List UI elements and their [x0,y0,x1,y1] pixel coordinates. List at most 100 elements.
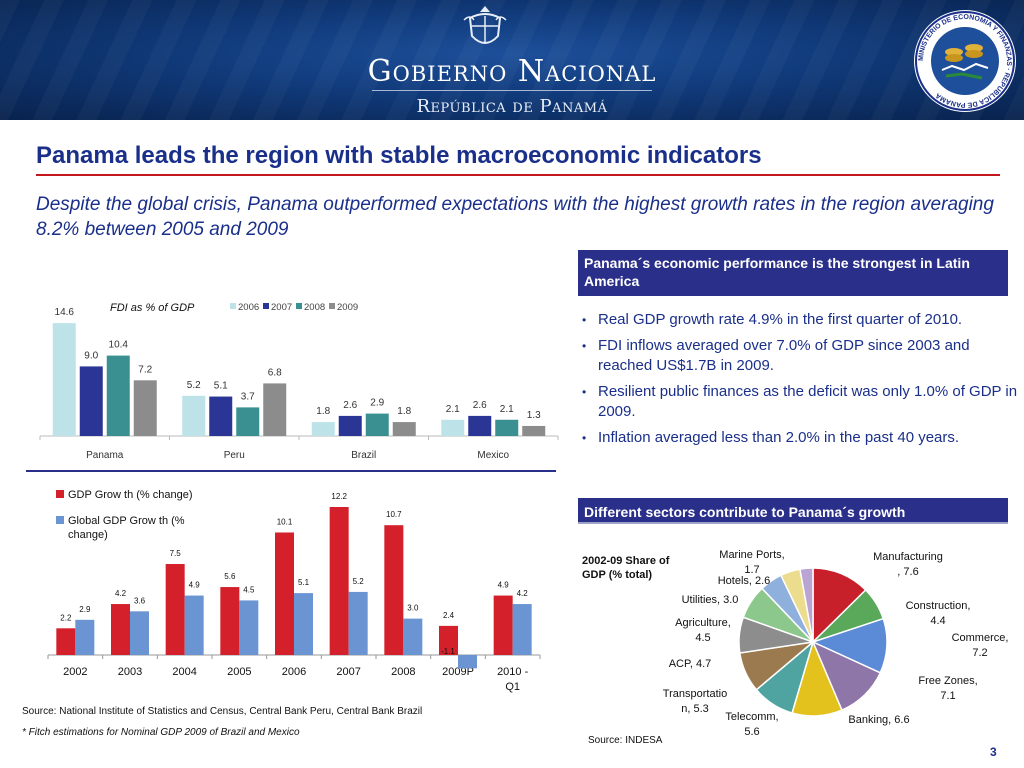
performance-bullets: Real GDP growth rate 4.9% in the first q… [578,310,1024,454]
gdp-bar-2002-series-0 [56,628,76,655]
gdp-bar-2008-series-0 [384,525,404,655]
bullet-fdi-inflows: FDI inflows averaged over 7.0% of GDP si… [578,336,1024,376]
fdi-value-label: 1.3 [527,410,541,421]
fdi-bar-brazil-2009 [392,422,416,436]
fdi-bar-brazil-2007 [338,415,362,436]
source-left: Source: National Institute of Statistics… [22,706,423,717]
bullet-public-finances: Resilient public finances as the deficit… [578,382,1024,422]
gdp-share-pie-chart: 2002-09 Share of GDP (% total) Manufacturi… [582,549,1009,735]
fdi-bar-peru-2008 [236,407,260,436]
gdp-value-label: 4.5 [243,585,255,594]
gdp-value-label: 4.2 [517,589,529,598]
pie-label-transportation: Transportatio n, 5.3 [663,688,727,715]
legend-swatch-series-1 [56,516,64,524]
header-banner: Gobierno Nacional República de Panamá MI… [0,0,1024,120]
fdi-value-label: 2.1 [500,404,514,415]
gdp-value-label: 12.2 [331,492,347,501]
fdi-chart-title: FDI as % of GDP [110,302,195,314]
gdp-category-2008: 2008 [391,666,415,678]
gdp-bar-2010-q1-series-1 [512,604,532,655]
fdi-value-label: 9.0 [84,350,98,361]
gdp-value-label: 4.9 [498,581,510,590]
fdi-value-label: 10.4 [109,340,129,351]
gdp-bar-2002-series-1 [75,619,95,655]
pie-label-construction: Construction, 4.4 [906,600,971,627]
legend-label-2008: 2008 [304,302,325,313]
fdi-value-label: 14.6 [55,307,75,318]
fdi-value-label: 2.1 [446,404,460,415]
gdp-bar-2003-series-0 [111,604,130,655]
pie-label-telecomm: Telecomm, 5.6 [725,711,778,735]
fdi-bar-mexico-2007 [468,415,492,436]
gdp-category-2007: 2007 [336,666,360,678]
gdp-bar-2009p-series-1 [458,655,477,669]
legend-label-global-gdp-growth: Global GDP Grow th (% change) [68,515,185,541]
gdp-category-2002: 2002 [63,666,87,678]
fdi-value-label: 5.2 [187,380,201,391]
fdi-chart: FDI as % of GDP 2006 2007 2008 2009 Panama 14.… [39,302,559,461]
gdp-value-label: 7.5 [170,549,182,558]
pie-slice-manufacturing [812,567,867,644]
fdi-bar-brazil-2006 [311,422,335,436]
pie-label-commerce: Commerce, 7.2 [952,632,1009,659]
source-right: Source: INDESA [588,735,663,746]
gdp-bar-2006-series-0 [275,532,294,655]
legend-swatch-2008 [296,303,302,309]
page-subtitle: Despite the global crisis, Panama outper… [36,194,994,240]
gdp-bar-2004-series-1 [184,595,204,655]
title-divider [36,174,1000,176]
gdp-value-label: -1.1 [441,647,455,656]
fdi-category-brazil: Brazil [351,450,376,461]
fdi-bar-peru-2007 [209,396,233,436]
header-divider [372,90,652,91]
pie-label-banking: Banking, 6.6 [848,714,909,726]
pie-label-agriculture: Agriculture, 4.5 [675,617,731,644]
gdp-bar-2009p-series-0 [439,625,458,655]
gdp-bar-2006-series-1 [294,593,313,655]
gdp-value-label: 4.2 [115,589,127,598]
coat-of-arms-icon [463,6,507,44]
gdp-bar-2007-series-1 [348,591,368,655]
bullet-gdp-growth: Real GDP growth rate 4.9% in the first q… [578,310,1024,330]
government-subtitle: República de Panamá [416,96,608,117]
gdp-value-label: 10.7 [386,510,402,519]
fdi-value-label: 2.6 [343,400,357,411]
pie-label-utilities: Utilities, 3.0 [682,594,739,606]
gdp-value-label: 5.2 [353,577,365,586]
gdp-bar-2010-q1-series-0 [493,595,513,655]
gdp-value-label: 4.9 [189,581,201,590]
fdi-value-label: 6.8 [268,367,282,378]
fdi-value-label: 7.2 [138,364,152,375]
gdp-value-label: 3.6 [134,596,146,605]
gdp-category-2004: 2004 [172,666,196,678]
pie-label-free-zones: Free Zones, 7.1 [918,675,977,702]
gdp-value-label: 5.1 [298,578,310,587]
government-title: Gobierno Nacional [367,54,657,89]
fdi-category-mexico: Mexico [477,450,509,461]
fdi-category-peru: Peru [224,450,245,461]
legend-swatch-series-0 [56,490,64,498]
fdi-category-panama: Panama [86,450,124,461]
fdi-value-label: 3.7 [241,391,255,402]
pie-label-marine-ports: Marine Ports, 1.7 [719,549,784,576]
fdi-bar-peru-2006 [182,395,206,436]
chart-divider [26,470,556,472]
fdi-bar-mexico-2006 [441,419,465,436]
fdi-value-label: 1.8 [397,406,411,417]
bullet-inflation: Inflation averaged less than 2.0% in the… [578,428,1024,448]
pie-label-hotels: Hotels, 2.6 [718,575,771,587]
fdi-bar-panama-2007 [79,366,103,436]
gdp-bar-2004-series-0 [165,564,185,655]
gdp-value-label: 5.6 [224,572,236,581]
legend-label-2007: 2007 [271,302,292,313]
gdp-bar-2005-series-0 [220,587,240,655]
sectors-panel-header: Different sectors contribute to Panama´s… [578,498,1008,524]
fdi-bar-panama-2006 [52,323,76,436]
pie-slice-marine-ports [799,567,814,643]
fdi-value-label: 5.1 [214,381,228,392]
fdi-bar-panama-2008 [106,355,130,436]
pie-label-acp: ACP, 4.7 [669,658,712,670]
fdi-bar-peru-2009 [263,383,287,436]
gdp-value-label: 2.2 [60,613,72,622]
gdp-bar-2003-series-1 [130,611,149,655]
